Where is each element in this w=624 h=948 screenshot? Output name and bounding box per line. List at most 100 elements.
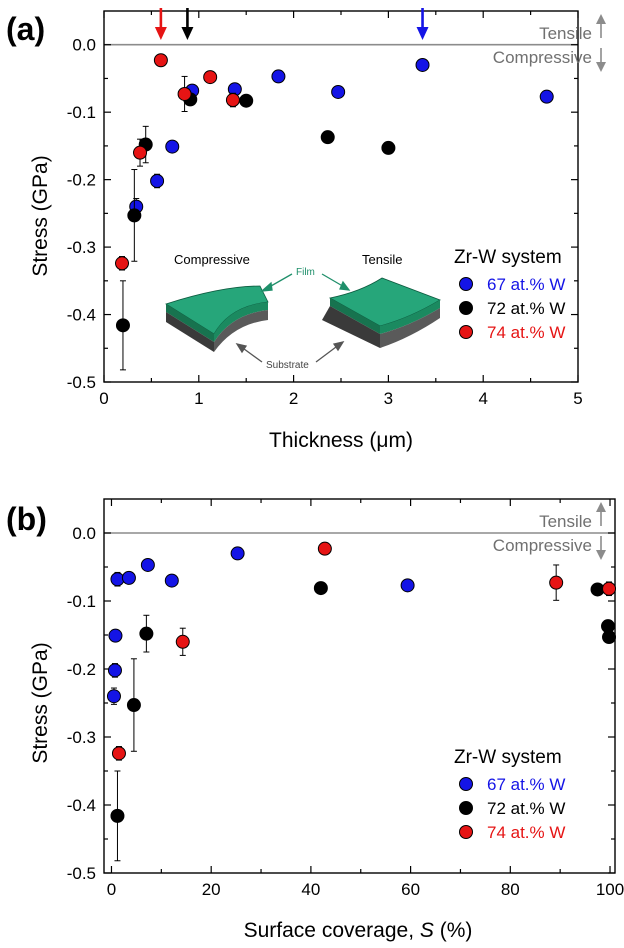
panel-b-point-series-1 [126, 698, 141, 713]
compressive-film-block-icon [165, 285, 269, 352]
tensile-film-block-icon [322, 277, 441, 348]
panel-b-point-series-2 [111, 746, 126, 761]
panel-b-x-tick-label: 100 [596, 880, 624, 899]
panel-a-compressive-annotation: Compressive [493, 48, 592, 67]
panel-a-tensile-arrow-icon [596, 14, 606, 38]
panel-a-legend-label-72: 72 at.% W [487, 299, 565, 318]
panel-b-point-series-0 [164, 573, 179, 588]
panel-b-x-axis-title: Surface coverage, S (%) [244, 919, 473, 942]
panel-b-x-tick-label: 80 [501, 880, 520, 899]
panel-a-point-series-2 [133, 145, 148, 160]
panel-a-x-tick-label: 3 [384, 389, 393, 408]
inset-tensile-label: Tensile [362, 252, 402, 267]
panel-b-compressive-annotation: Compressive [493, 536, 592, 555]
panel-a-point-series-2 [203, 70, 218, 85]
panel-b-frame [103, 498, 616, 874]
panel-b-y-tick-label: -0.4 [67, 796, 96, 815]
panel-b-legend-label-74: 74 at.% W [487, 823, 565, 842]
panel-a-compressive-arrow-icon [596, 48, 606, 72]
panel-b-legend-title: Zr-W system [454, 747, 562, 768]
panel-b: (b) 0 20 40 60 80 1000.0-0.1-0.2-0.3-0.4-0.5 … [6, 498, 624, 942]
inset-film-arrows-icon [260, 273, 351, 292]
panel-a-point-series-2 [153, 53, 168, 68]
panel-b-x-tick-label: 40 [301, 880, 320, 899]
panel-a-legend-marker-74 [459, 325, 473, 339]
panel-a-x-tick-label: 4 [478, 389, 487, 408]
inset-substrate-label: Substrate [266, 360, 309, 371]
panel-b-point-series-0 [121, 570, 136, 585]
panel-a-down-arrow-head-icon [181, 27, 194, 40]
panel-b-point-series-0 [400, 578, 415, 593]
panel-a-plot-area: 0 1 2 3 4 5 0.0 -0.1 -0.2 -0.3 -0.4 -0.5 [67, 8, 583, 408]
panel-b-tensile-annotation: Tensile [539, 512, 592, 531]
panel-a-point-series-1 [239, 93, 254, 108]
panel-b-point-series-0 [107, 663, 122, 678]
panel-b-y-tick-label: -0.5 [67, 864, 96, 883]
panel-b-y-tick-label: -0.2 [67, 660, 96, 679]
panel-a-down-arrow-head-icon [154, 27, 167, 40]
panel-b-point-series-1 [602, 630, 617, 645]
panel-a-tensile-annotation: Tensile [539, 24, 592, 43]
panel-b-legend-label-72: 72 at.% W [487, 799, 565, 818]
panel-a-point-series-1 [127, 208, 142, 223]
panel-a-point-series-2 [177, 86, 192, 101]
panel-b-point-series-2 [602, 581, 617, 596]
panel-a-x-axis-title: Thickness (μm) [269, 429, 413, 452]
panel-b-legend-label-67: 67 at.% W [487, 775, 565, 794]
panel-b-point-series-0 [108, 628, 123, 643]
panel-a-point-series-0 [271, 69, 286, 84]
film-substrate-inset: Compressive Tensile Film Substrate [165, 252, 441, 371]
panel-a-point-series-1 [115, 318, 130, 333]
panel-a-x-tick-label: 0 [99, 389, 108, 408]
inset-film-label: Film [296, 267, 315, 278]
panel-b-legend-marker-74 [459, 825, 473, 839]
panel-b-point-series-2 [317, 541, 332, 556]
panel-b-point-series-1 [313, 581, 328, 596]
panel-b-point-series-2 [549, 575, 564, 590]
panel-a-point-series-0 [165, 139, 180, 154]
panel-b-x-tick-label: 0 [107, 880, 116, 899]
panel-a-legend-title: Zr-W system [454, 247, 562, 268]
panel-b-label: (b) [6, 501, 47, 537]
panel-b-y-tick-label: 0.0 [72, 524, 96, 543]
panel-a-point-series-0 [150, 173, 165, 188]
panel-a-legend-label-67: 67 at.% W [487, 275, 565, 294]
panel-a-x-tick-label: 1 [194, 389, 203, 408]
panel-a-y-tick-label: -0.2 [67, 171, 96, 190]
panel-a-point-series-1 [381, 140, 396, 155]
panel-b-compressive-arrow-icon [596, 536, 606, 560]
panel-b-legend-marker-72 [459, 801, 473, 815]
panel-b-point-series-0 [230, 546, 245, 561]
panel-b-tensile-arrow-icon [596, 502, 606, 526]
panel-a-point-series-0 [331, 84, 346, 99]
panel-a-x-tick-label: 5 [573, 389, 582, 408]
panel-a-y-axis-title: Stress (GPa) [29, 155, 52, 276]
panel-b-point-series-1 [110, 808, 125, 823]
panel-a-y-tick-label: 0.0 [72, 36, 96, 55]
panel-a: (a) 0 1 2 3 4 5 0.0 -0.1 -0.2 -0.3 -0.4 -0.5 Stress… [6, 8, 606, 452]
panel-b-legend: Zr-W system 67 at.% W 72 at.% W 74 at.% … [454, 747, 565, 842]
panel-b-x-tick-label: 60 [401, 880, 420, 899]
panel-b-point-series-0 [110, 572, 125, 587]
inset-compressive-label: Compressive [174, 252, 250, 267]
panel-a-y-tick-label: -0.1 [67, 103, 96, 122]
panel-b-point-series-0 [140, 557, 155, 572]
panel-a-down-arrow-head-icon [416, 27, 429, 40]
panel-b-y-tick-label: -0.3 [67, 728, 96, 747]
panel-b-point-series-0 [106, 689, 121, 704]
panel-a-legend-marker-72 [459, 301, 473, 315]
panel-b-point-series-1 [139, 626, 154, 641]
panel-b-plot-area: 0 20 40 60 80 100 0.0 -0.1 -0.2 -0.3 -0.4 -0.5 [67, 498, 624, 899]
panel-a-y-tick-label: -0.4 [67, 306, 96, 325]
panel-a-x-tick-label: 2 [289, 389, 298, 408]
panel-a-legend-marker-67 [459, 277, 473, 291]
panel-a-label: (a) [6, 11, 45, 47]
panel-b-point-series-2 [175, 634, 190, 649]
panel-a-legend: Zr-W system 67 at.% W 72 at.% W 74 at.% … [454, 247, 565, 342]
panel-a-point-series-1 [320, 130, 335, 145]
panel-a-point-series-0 [539, 89, 554, 104]
panel-a-point-series-0 [415, 57, 430, 72]
panel-b-y-axis-title: Stress (GPa) [29, 642, 52, 763]
panel-b-y-tick-label: -0.1 [67, 592, 96, 611]
